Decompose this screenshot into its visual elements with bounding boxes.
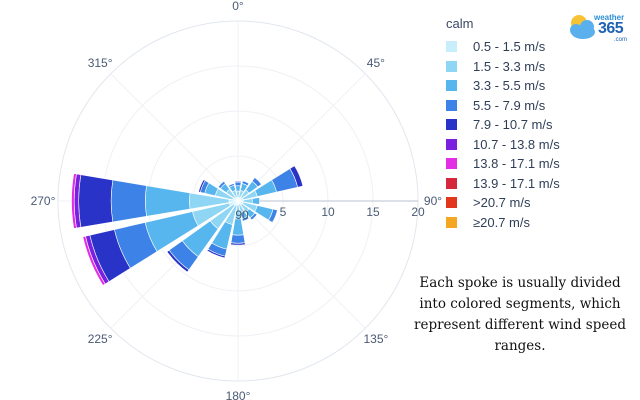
- legend-swatch: [446, 158, 457, 170]
- bar-segment-270-4: [78, 174, 114, 228]
- radial-tick-20: 20: [411, 205, 425, 219]
- legend-item-6[interactable]: 13.8 - 17.1 m/s: [446, 154, 560, 174]
- bar-segment-0-4: [234, 180, 242, 183]
- bar-segment-270-2: [144, 185, 191, 217]
- legend-item-8[interactable]: >20.7 m/s: [446, 193, 560, 213]
- radial-tick-5: 5: [280, 205, 287, 219]
- weather365-logo: weather 365 .com: [566, 10, 632, 44]
- bar-segment-157.5-3: [241, 215, 250, 222]
- legend-item-1[interactable]: 1.5 - 3.3 m/s: [446, 57, 560, 77]
- bar-segment-315-3: [217, 180, 226, 189]
- legend-item-2[interactable]: 3.3 - 5.5 m/s: [446, 76, 560, 96]
- bar-segment-337.5-3: [228, 183, 235, 188]
- angular-tick-45: 45°: [367, 56, 385, 70]
- explanation-note: Each spoke is usually divided into color…: [414, 275, 626, 354]
- sun-cloud-icon: [570, 15, 595, 39]
- bar-segment-180-4: [230, 242, 246, 246]
- bar-segment-22.5-3: [241, 180, 250, 187]
- bar-segment-67.5-4: [289, 165, 304, 188]
- legend-label: 10.7 - 13.8 m/s: [473, 136, 560, 152]
- bar-segment-112.5-3: [268, 208, 278, 223]
- legend-swatch: [446, 138, 457, 150]
- bar-segment-135-3: [249, 212, 258, 221]
- legend-swatch: [446, 99, 457, 111]
- legend-swatch: [446, 119, 457, 131]
- bar-segment-202.5-4: [206, 248, 226, 259]
- angular-tick-0: 0°: [232, 0, 244, 13]
- polar-tick-labels: 0° 45° 90° 135° 180° 225° 270° 315° 5 10 15 20 90: [31, 0, 443, 400]
- legend-label: ≥20.7 m/s: [473, 214, 530, 230]
- legend-swatch: [446, 177, 457, 189]
- legend-swatch: [446, 216, 457, 228]
- angular-grid-line-45: [237, 73, 366, 202]
- wind-bars: [71, 165, 304, 286]
- angular-tick-135: 135°: [363, 332, 388, 346]
- angular-tick-90: 90°: [424, 194, 442, 208]
- legend-swatch: [446, 41, 457, 53]
- bar-segment-292.5-4: [198, 179, 206, 193]
- bar-segment-90-2: [251, 197, 260, 205]
- radial-tick-10: 10: [321, 205, 335, 219]
- bar-segment-45-3: [251, 177, 262, 188]
- polar-grid: [57, 20, 419, 382]
- angular-tick-270: 270°: [31, 194, 56, 208]
- angular-tick-315: 315°: [88, 56, 113, 70]
- legend-item-3[interactable]: 5.5 - 7.9 m/s: [446, 96, 560, 116]
- bar-segment-0-3: [234, 181, 242, 187]
- angular-tick-180: 180°: [226, 389, 251, 400]
- legend-swatch: [446, 197, 457, 209]
- bar-segment-180-3: [230, 234, 246, 244]
- legend-item-7[interactable]: 13.9 - 17.1 m/s: [446, 174, 560, 194]
- angular-tick-225: 225°: [88, 332, 113, 346]
- bar-segment-225-4: [166, 249, 190, 273]
- legend-item-5[interactable]: 10.7 - 13.8 m/s: [446, 135, 560, 155]
- bar-segment-270-3: [110, 179, 147, 223]
- legend-label: 5.5 - 7.9 m/s: [473, 97, 546, 113]
- legend-item-0[interactable]: 0.5 - 1.5 m/s: [446, 37, 560, 57]
- legend-item-9[interactable]: ≥20.7 m/s: [446, 213, 560, 233]
- legend: calm 0.5 - 1.5 m/s 1.5 - 3.3 m/s 3.3 - 5.5…: [446, 16, 560, 232]
- legend-label: 1.5 - 3.3 m/s: [473, 58, 546, 74]
- inner-angle-label: 90: [235, 208, 249, 222]
- angular-grid-line-315: [110, 73, 239, 202]
- angular-grid-line-135: [237, 200, 366, 329]
- legend-label: 13.9 - 17.1 m/s: [473, 175, 560, 191]
- legend-label: 3.3 - 5.5 m/s: [473, 78, 546, 94]
- legend-label: >20.7 m/s: [473, 195, 531, 211]
- legend-swatch: [446, 60, 457, 72]
- legend-label: 0.5 - 1.5 m/s: [473, 39, 546, 55]
- legend-item-4[interactable]: 7.9 - 10.7 m/s: [446, 115, 560, 135]
- legend-label: 13.8 - 17.1 m/s: [473, 156, 560, 172]
- legend-label: 7.9 - 10.7 m/s: [473, 117, 553, 133]
- legend-items: 0.5 - 1.5 m/s 1.5 - 3.3 m/s 3.3 - 5.5 m/s 5…: [446, 37, 560, 232]
- bar-segment-247.5-6: [82, 235, 106, 286]
- legend-swatch: [446, 80, 457, 92]
- bar-segment-270-6: [71, 173, 77, 229]
- bar-segment-0-2: [235, 185, 241, 192]
- legend-title: calm: [446, 16, 474, 31]
- radial-tick-15: 15: [366, 205, 380, 219]
